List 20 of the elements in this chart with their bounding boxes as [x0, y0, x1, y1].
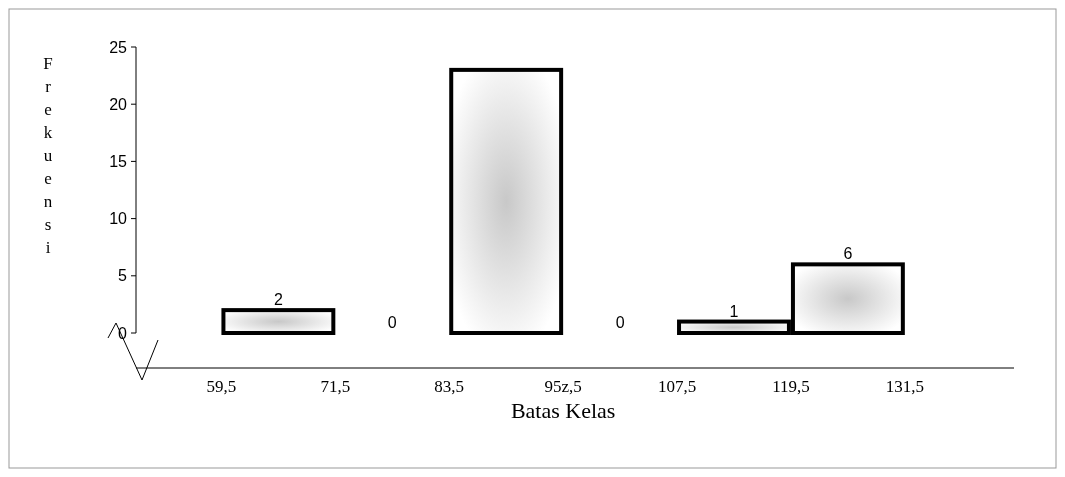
y-tick-label: 5 — [118, 267, 128, 285]
x-tick-label: 59,5 — [206, 377, 237, 396]
data-label: 2 — [273, 291, 283, 309]
x-tick-label: 131,5 — [885, 377, 924, 396]
x-tick-label: 119,5 — [772, 377, 810, 396]
y-tick-label: 10 — [109, 210, 128, 228]
data-label: 0 — [615, 314, 625, 331]
x-axis-title: Batas Kelas — [510, 398, 616, 423]
data-label: 6 — [843, 245, 853, 263]
y-tick-label: 15 — [109, 153, 128, 170]
text: Frekuensi — [43, 54, 53, 257]
x-tick-label: 83,5 — [434, 377, 465, 396]
y-tick-label: 20 — [109, 95, 128, 113]
data-label: 1 — [729, 302, 739, 320]
y-tick-label: 0 — [118, 324, 128, 342]
x-tick-label: 107,5 — [657, 377, 697, 396]
data-label: 0 — [387, 314, 397, 331]
x-tick-label: 71,5 — [320, 377, 351, 396]
x-tick-label: 95z,5 — [544, 377, 582, 396]
y-tick-label: 25 — [109, 38, 128, 56]
